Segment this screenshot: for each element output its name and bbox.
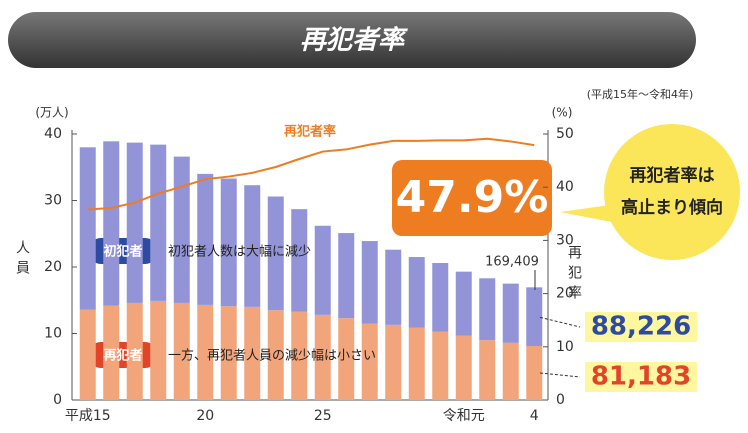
y-tick-label: 40 (44, 126, 62, 142)
callout-bubble (604, 124, 740, 260)
y2-unit: (%) (552, 106, 573, 120)
x-tick-label: 令和元 (443, 408, 485, 424)
bar (361, 323, 378, 400)
bar (291, 311, 308, 400)
bar (479, 278, 496, 341)
y-tick-label: 30 (44, 193, 62, 209)
bar (173, 156, 190, 303)
bar (244, 185, 261, 307)
bar (502, 342, 519, 400)
bar (197, 304, 214, 400)
bar (338, 318, 355, 400)
axis-label: 再犯率 (566, 245, 582, 305)
bar (526, 287, 543, 347)
y2-tick-label: 40 (556, 179, 574, 195)
bar (455, 271, 472, 336)
value-label: 88,226 (591, 312, 691, 342)
total-label: 169,409 (485, 255, 539, 270)
y2-tick-label: 30 (556, 232, 574, 248)
bar (220, 178, 237, 307)
axis-label: 人員 (14, 240, 30, 280)
value-label: 81,183 (591, 362, 691, 392)
pointer (539, 316, 581, 328)
y2-tick-label: 20 (556, 286, 574, 302)
bar (267, 310, 284, 400)
rate-value-label: 47.9% (396, 172, 549, 223)
bar (432, 263, 449, 332)
bar (314, 314, 331, 400)
y-tick-label: 20 (44, 259, 62, 275)
label-bg (585, 362, 697, 392)
callout-text: 再犯者率は (630, 165, 715, 186)
bar (150, 144, 167, 301)
bar (126, 142, 143, 303)
x-tick-label: 20 (196, 408, 214, 424)
bar (479, 340, 496, 400)
bar (314, 225, 331, 315)
bar (79, 309, 96, 400)
bar (79, 147, 96, 310)
legend-label: 再犯者 (103, 348, 142, 364)
bar (197, 173, 214, 305)
bar (408, 327, 425, 400)
bar (103, 305, 120, 400)
annotation: 一方、再犯者人員の減少幅は小さい (168, 348, 376, 364)
bar (361, 241, 378, 324)
annotation: 初犯者人数は大幅に減少 (168, 244, 311, 260)
bar (502, 283, 519, 343)
bar (126, 302, 143, 400)
bar (220, 306, 237, 400)
bar (385, 324, 402, 400)
y2-tick-label: 10 (556, 339, 574, 355)
rate-box (392, 160, 552, 236)
label-bg (585, 312, 697, 342)
bar (244, 306, 261, 400)
bar (291, 209, 308, 312)
bar (455, 335, 472, 400)
bar (432, 331, 449, 400)
bar (103, 141, 120, 306)
x-tick-label: 25 (314, 408, 332, 424)
x-tick-label: 平成15 (65, 408, 111, 424)
callout-pointer (560, 205, 612, 222)
y2-tick-label: 0 (556, 392, 565, 408)
bar (338, 233, 355, 319)
bar (408, 257, 425, 328)
bar (385, 249, 402, 325)
y-tick-label: 0 (53, 392, 62, 408)
callout-text: 高止まり傾向 (621, 197, 723, 218)
y2-tick-label: 50 (556, 126, 574, 142)
bar (150, 300, 167, 400)
x-tick-label: 4 (530, 408, 539, 424)
pointer (539, 372, 581, 378)
rate-line (87, 137, 535, 211)
legend-label: 初犯者 (103, 244, 142, 260)
bar (267, 196, 284, 311)
y-unit: (万人) (35, 106, 68, 120)
bar (173, 302, 190, 400)
line-label: 再犯者率 (284, 124, 336, 140)
y-tick-label: 10 (44, 326, 62, 342)
subtitle: (平成15年～令和4年) (587, 87, 694, 101)
chart-title: 再犯者率 (300, 26, 408, 56)
title-banner (8, 12, 696, 68)
bar (526, 346, 543, 400)
